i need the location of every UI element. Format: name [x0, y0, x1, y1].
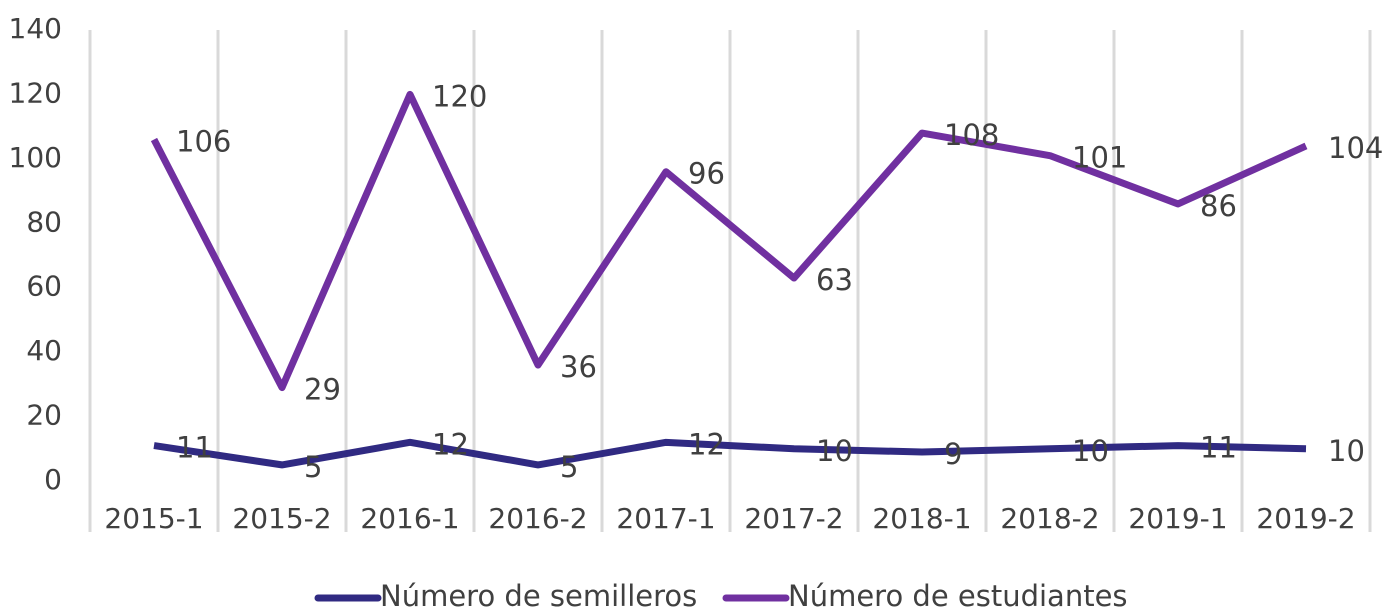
x-tick-label: 2016-2 — [488, 502, 587, 535]
data-label: 5 — [560, 450, 578, 484]
series-line — [153, 438, 1307, 469]
data-label: 11 — [176, 431, 213, 465]
y-tick-label: 100 — [9, 141, 62, 174]
x-tick-label: 2017-2 — [744, 502, 843, 535]
data-label: 5 — [304, 450, 322, 484]
data-label: 36 — [560, 350, 597, 384]
data-label: 10 — [816, 434, 853, 468]
x-tick-label: 2019-2 — [1256, 502, 1355, 535]
legend-label: Número de semilleros — [380, 579, 697, 611]
data-label: 12 — [688, 427, 725, 461]
data-label: 11 — [1200, 431, 1237, 465]
data-label: 9 — [944, 437, 962, 471]
data-label: 101 — [1072, 141, 1127, 175]
series-line — [150, 90, 1308, 392]
data-label: 106 — [176, 125, 231, 159]
data-label: 12 — [432, 427, 469, 461]
data-label: 96 — [688, 157, 725, 191]
y-tick-label: 0 — [44, 463, 62, 496]
legend-label: Número de estudiantes — [788, 579, 1128, 611]
data-label: 108 — [944, 118, 999, 152]
x-tick-label: 2016-1 — [360, 502, 459, 535]
x-tick-label: 2015-1 — [104, 502, 203, 535]
data-label: 63 — [816, 263, 853, 297]
y-tick-label: 60 — [26, 270, 62, 303]
y-tick-label: 120 — [9, 76, 62, 109]
x-tick-label: 2018-1 — [872, 502, 971, 535]
data-label: 10 — [1072, 434, 1109, 468]
x-tick-label: 2019-1 — [1128, 502, 1227, 535]
x-tick-label: 2018-2 — [1000, 502, 1099, 535]
data-label: 86 — [1200, 189, 1237, 223]
y-tick-label: 20 — [26, 399, 62, 432]
data-label: 120 — [432, 79, 487, 113]
data-label: 29 — [304, 373, 341, 407]
x-tick-label: 2017-1 — [616, 502, 715, 535]
x-tick-label: 2015-2 — [232, 502, 331, 535]
y-tick-label: 140 — [9, 12, 62, 45]
data-label: 10 — [1328, 434, 1365, 468]
data-label: 104 — [1328, 131, 1383, 165]
y-tick-label: 40 — [26, 334, 62, 367]
y-tick-label: 80 — [26, 205, 62, 238]
